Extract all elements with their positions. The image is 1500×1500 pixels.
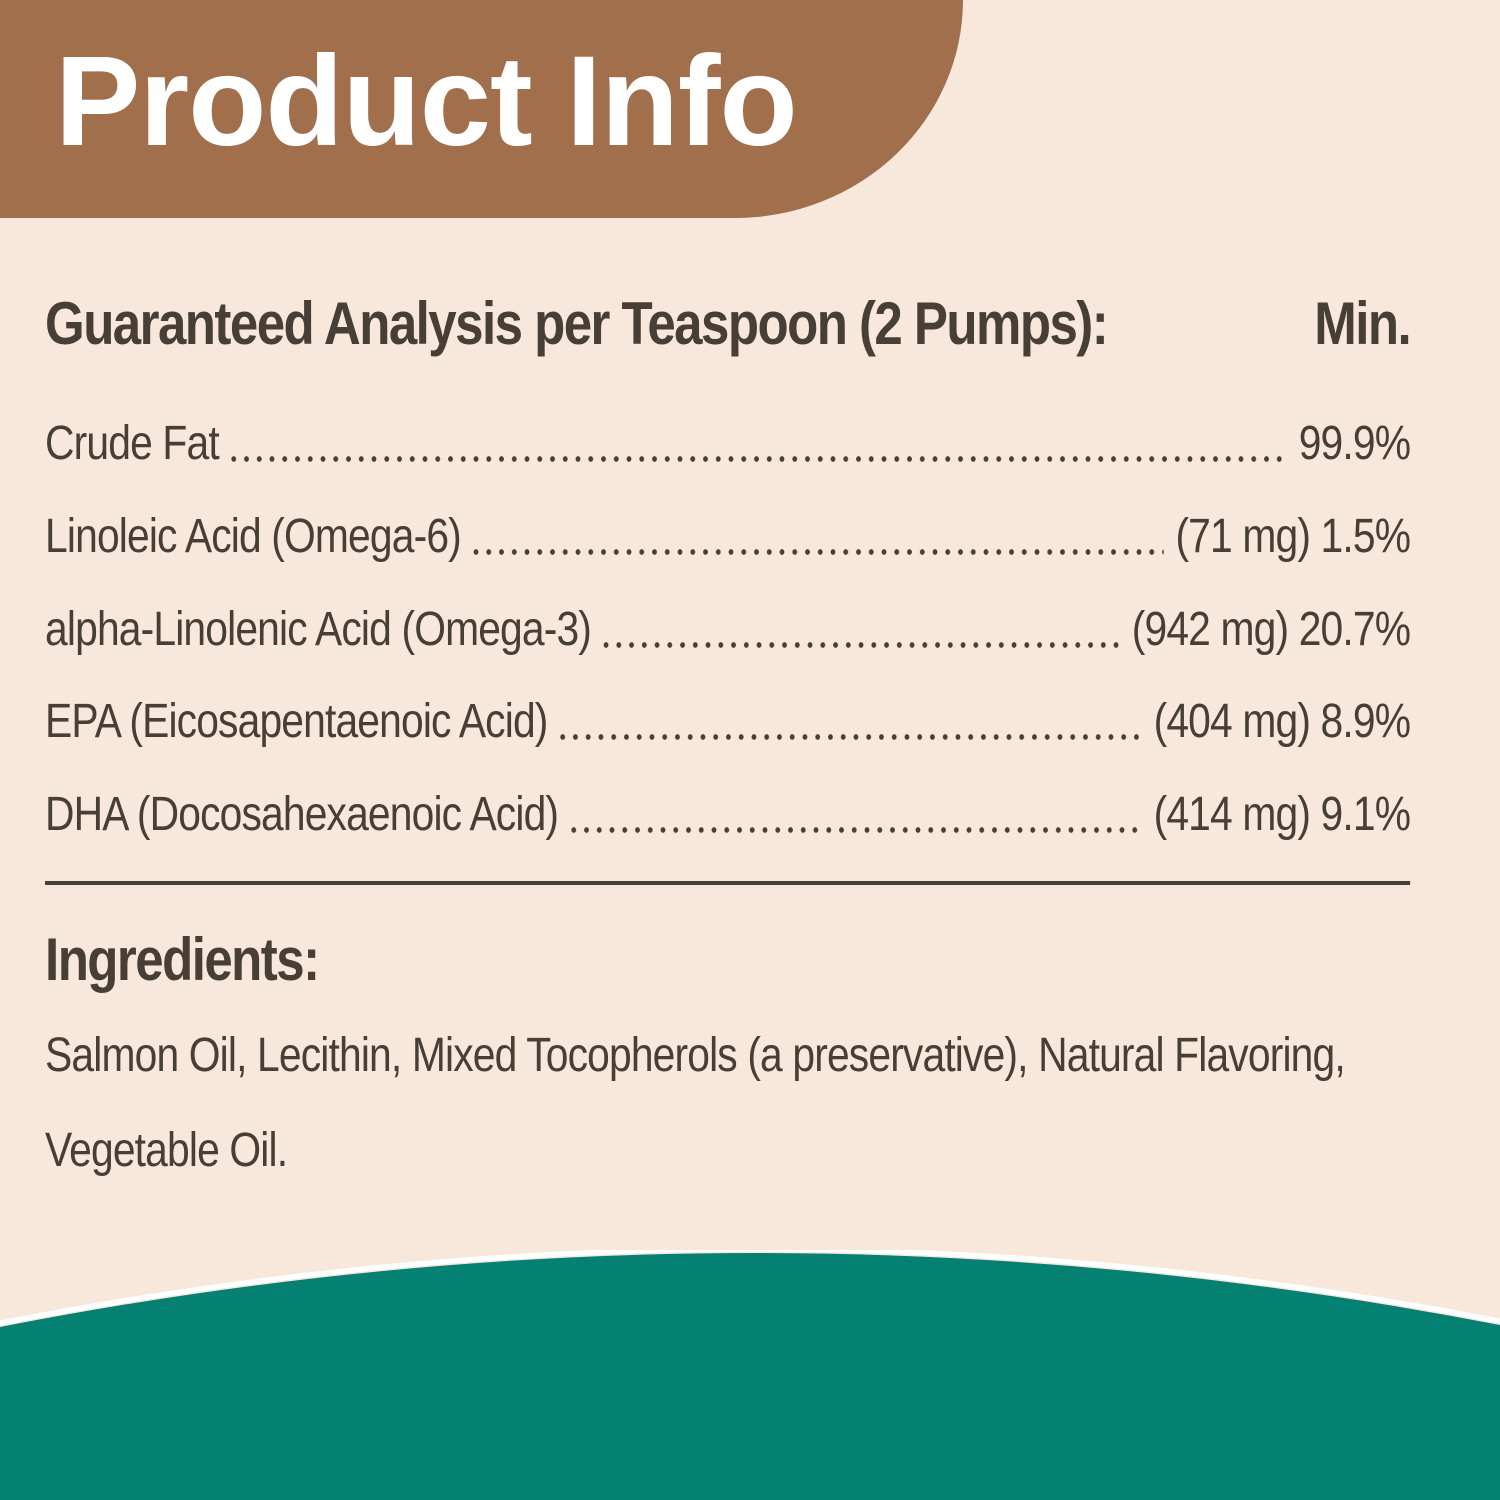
- bottom-curve-decoration: [0, 1250, 1500, 1500]
- dotted-leader: [472, 513, 1164, 561]
- ingredients-text-line-2: Vegetable Oil.: [45, 1124, 288, 1177]
- analysis-row-value: 99.9%: [1298, 417, 1411, 470]
- analysis-row-value: (414 mg) 9.1%: [1153, 788, 1411, 841]
- analysis-row-label: alpha-Linolenic Acid (Omega-3): [45, 603, 592, 656]
- guaranteed-analysis-header: Guaranteed Analysis per Teaspoon (2 Pump…: [45, 290, 1412, 357]
- dotted-leader: [230, 420, 1287, 468]
- analysis-row-label: DHA (Docosahexaenoic Acid): [45, 788, 559, 841]
- page-title: Product Info: [55, 30, 798, 173]
- guaranteed-analysis-title: Guaranteed Analysis per Teaspoon (2 Pump…: [45, 290, 1109, 357]
- dotted-leader: [602, 606, 1120, 654]
- analysis-row-value: (404 mg) 8.9%: [1153, 695, 1411, 748]
- section-divider: [45, 881, 1411, 885]
- header-banner: Product Info: [0, 0, 963, 218]
- analysis-row: EPA (Eicosapentaenoic Acid) (404 mg) 8.9…: [45, 695, 1411, 748]
- analysis-row-label: EPA (Eicosapentaenoic Acid): [45, 695, 548, 748]
- analysis-row: Linoleic Acid (Omega-6) (71 mg) 1.5%: [45, 510, 1411, 563]
- min-column-label: Min.: [1314, 290, 1411, 357]
- analysis-row-label: Linoleic Acid (Omega-6): [45, 510, 462, 563]
- ingredients-title: Ingredients:: [45, 926, 320, 993]
- analysis-row: Crude Fat 99.9%: [45, 417, 1411, 470]
- dotted-leader: [559, 698, 1142, 746]
- ingredients-text-line-1: Salmon Oil, Lecithin, Mixed Tocopherols …: [45, 1029, 1346, 1082]
- dotted-leader: [570, 791, 1142, 839]
- analysis-row: alpha-Linolenic Acid (Omega-3) (942 mg) …: [45, 603, 1411, 656]
- analysis-row-label: Crude Fat: [45, 417, 220, 470]
- analysis-row-value: (942 mg) 20.7%: [1131, 603, 1411, 656]
- analysis-row-value: (71 mg) 1.5%: [1175, 510, 1411, 563]
- analysis-row: DHA (Docosahexaenoic Acid) (414 mg) 9.1%: [45, 788, 1411, 841]
